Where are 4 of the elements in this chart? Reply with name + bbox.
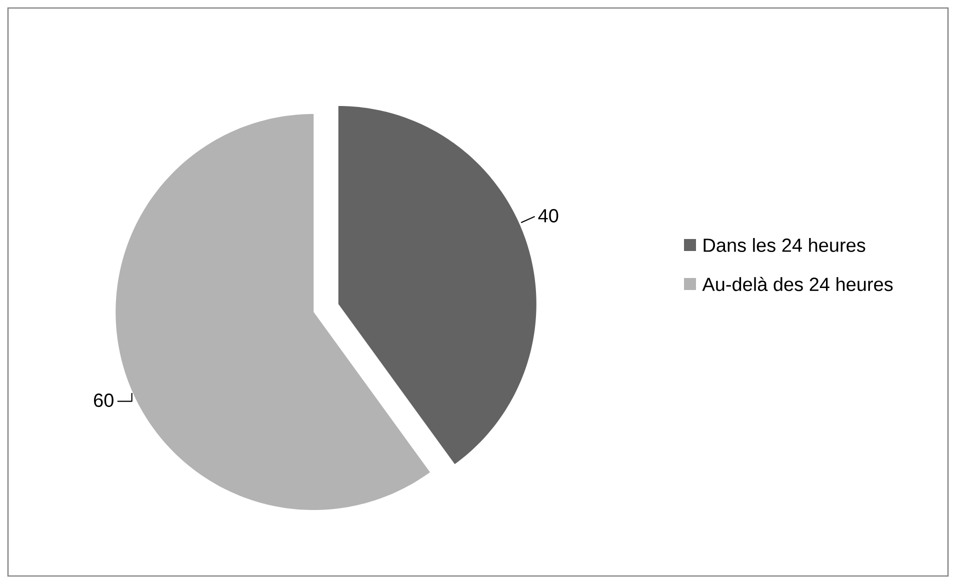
legend-label: Au-delà des 24 heures <box>702 276 893 292</box>
data-label: 40 <box>538 208 558 222</box>
data-label: 60 <box>94 394 114 408</box>
legend-label: Dans les 24 heures <box>704 238 866 252</box>
